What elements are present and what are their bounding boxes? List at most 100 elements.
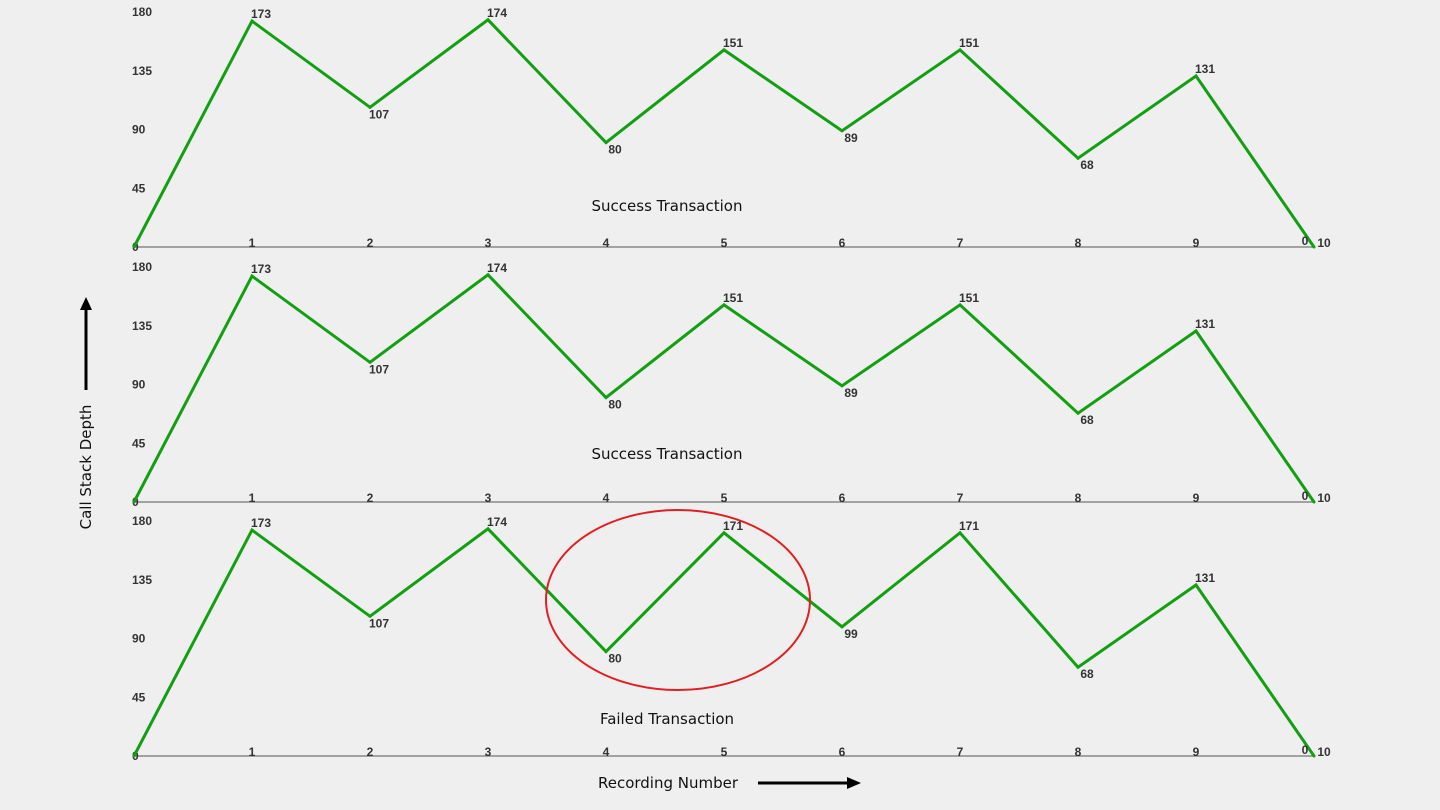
y-tick-label: 180 [132, 514, 152, 528]
data-label: 0 [1302, 234, 1309, 248]
y-tick-label: 45 [132, 436, 146, 450]
data-label: 151 [959, 36, 979, 50]
data-label: 171 [723, 519, 743, 533]
data-point [486, 527, 490, 531]
data-point [486, 18, 490, 22]
data-label: 99 [844, 627, 858, 641]
data-point [1076, 411, 1080, 415]
data-point [722, 48, 726, 52]
y-tick-label: 45 [132, 690, 146, 704]
data-label: 173 [251, 7, 271, 21]
x-tick-label: 1 [249, 236, 256, 250]
data-label: 131 [1195, 62, 1215, 76]
data-point [1076, 156, 1080, 160]
data-point [132, 754, 136, 758]
chart-title: Success Transaction [592, 197, 743, 215]
data-label: 174 [487, 261, 507, 275]
data-point [1076, 665, 1080, 669]
data-label: 131 [1195, 317, 1215, 331]
x-tick-label: 3 [485, 491, 492, 505]
data-label: 80 [608, 652, 622, 666]
y-tick-label: 45 [132, 181, 146, 195]
x-tick-label: 6 [839, 236, 846, 250]
x-tick-label: 6 [839, 745, 846, 759]
data-point [958, 303, 962, 307]
data-point [840, 129, 844, 133]
data-label: 174 [487, 6, 507, 20]
data-point [486, 273, 490, 277]
y-tick-label: 135 [132, 319, 152, 333]
data-label: 151 [723, 36, 743, 50]
data-label: 0 [1302, 743, 1309, 757]
x-tick-label: 8 [1075, 491, 1082, 505]
x-tick-label: 2 [367, 236, 374, 250]
data-point [604, 650, 608, 654]
x-tick-label: 4 [603, 236, 610, 250]
y-tick-label: 180 [132, 5, 152, 19]
anomaly-highlight-ellipse [545, 509, 811, 691]
x-axis-arrow-head-icon [847, 777, 861, 789]
x-tick-label: 3 [485, 745, 492, 759]
x-axis-title: Recording Number [598, 774, 739, 792]
x-tick-label: 4 [603, 491, 610, 505]
x-tick-label: 2 [367, 491, 374, 505]
x-tick-label: 9 [1193, 236, 1200, 250]
chart-title: Success Transaction [592, 445, 743, 463]
data-point [132, 500, 136, 504]
y-axis-title: Call Stack Depth [77, 405, 95, 530]
data-label: 173 [251, 262, 271, 276]
chart-panel: 0459013518012345678910173107174801719917… [132, 509, 1331, 763]
data-label: 107 [369, 616, 389, 630]
data-point [722, 303, 726, 307]
data-point [840, 625, 844, 629]
x-tick-label: 5 [721, 745, 728, 759]
data-label: 68 [1080, 667, 1094, 681]
data-point [1194, 583, 1198, 587]
data-point [368, 360, 372, 364]
x-tick-label: 8 [1075, 745, 1082, 759]
data-label: 173 [251, 516, 271, 530]
data-point [1194, 74, 1198, 78]
data-point [1312, 245, 1316, 249]
x-tick-label: 3 [485, 236, 492, 250]
x-tick-label: 5 [721, 491, 728, 505]
charts-group: 0459013518012345678910173107174801518915… [132, 5, 1331, 763]
x-tick-label: 10 [1317, 491, 1331, 505]
data-label: 107 [369, 107, 389, 121]
data-point [958, 48, 962, 52]
data-label: 174 [487, 515, 507, 529]
data-label: 80 [608, 398, 622, 412]
data-point [958, 531, 962, 535]
data-point [840, 384, 844, 388]
x-tick-label: 7 [957, 745, 964, 759]
data-point [1312, 500, 1316, 504]
y-axis-title-group: Call Stack Depth [77, 297, 95, 529]
chart-panel: 0459013518012345678910173107174801518915… [132, 260, 1331, 509]
data-label: 68 [1080, 158, 1094, 172]
series-line [132, 272, 1316, 503]
data-label: 89 [844, 386, 858, 400]
data-label: 171 [959, 519, 979, 533]
x-tick-label: 4 [603, 745, 610, 759]
data-point [368, 105, 372, 109]
data-label: 89 [844, 131, 858, 145]
x-tick-label: 10 [1317, 745, 1331, 759]
y-tick-label: 180 [132, 260, 152, 274]
data-label: 151 [723, 291, 743, 305]
y-tick-label: 90 [132, 378, 146, 392]
data-label: 151 [959, 291, 979, 305]
chart-title: Failed Transaction [600, 710, 734, 728]
x-tick-label: 2 [367, 745, 374, 759]
y-tick-label: 135 [132, 573, 152, 587]
data-point [722, 531, 726, 535]
x-tick-label: 1 [249, 491, 256, 505]
data-label: 0 [1302, 489, 1309, 503]
data-label: 107 [369, 362, 389, 376]
data-label: 80 [608, 143, 622, 157]
y-tick-label: 90 [132, 123, 146, 137]
data-point [250, 528, 254, 532]
x-axis-title-group: Recording Number [598, 774, 861, 792]
data-point [604, 396, 608, 400]
y-tick-label: 135 [132, 64, 152, 78]
